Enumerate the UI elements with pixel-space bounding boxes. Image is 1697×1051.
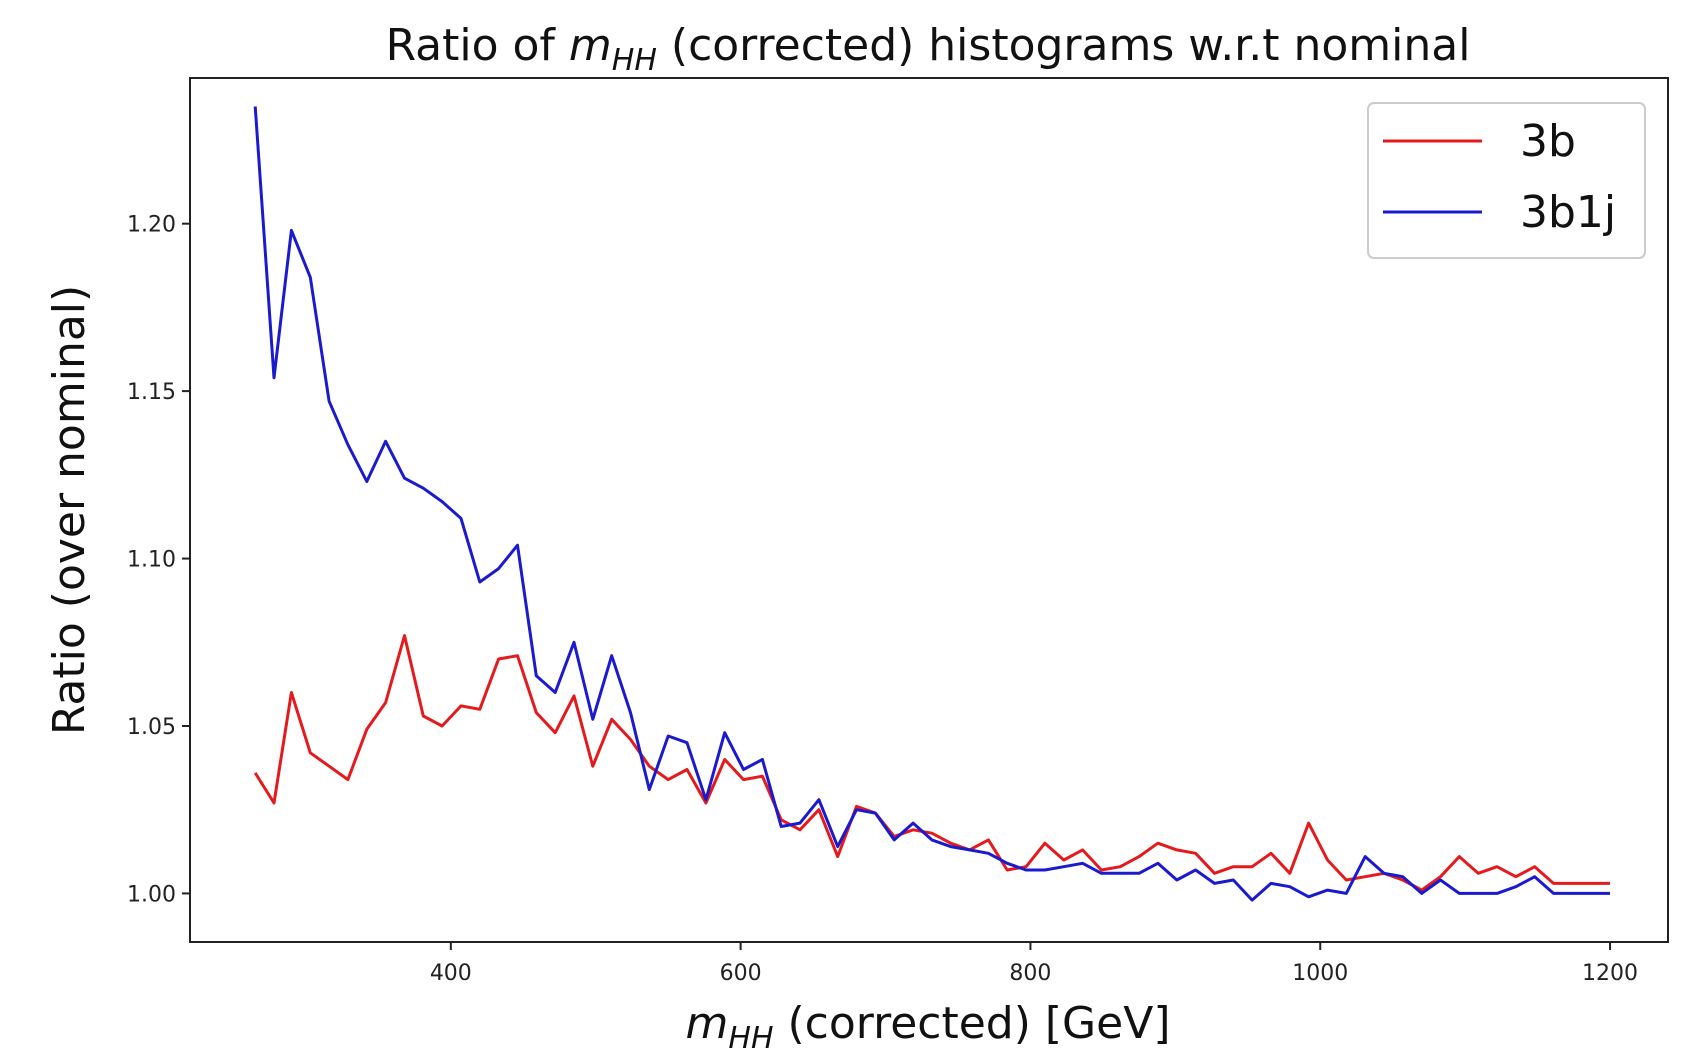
legend: 3b 3b1j (1367, 102, 1646, 259)
y-tick-label: 1.20 (127, 213, 176, 238)
y-tick-label: 1.15 (127, 380, 176, 405)
legend-label-3b1j: 3b1j (1520, 187, 1616, 238)
x-tick-label: 400 (430, 961, 472, 986)
x-tick-label: 600 (720, 961, 762, 986)
y-tick-label: 1.10 (127, 548, 176, 573)
x-tick-label: 1000 (1292, 961, 1348, 986)
x-tick-label: 1200 (1582, 961, 1638, 986)
plot-area (253, 106, 1610, 902)
legend-label-3b: 3b (1520, 116, 1576, 167)
x-tick-label: 800 (1009, 961, 1051, 986)
y-axis-ticks: 1.00 1.05 1.10 1.15 1.20 (127, 213, 190, 907)
y-tick-label: 1.00 (127, 882, 176, 907)
y-tick-label: 1.05 (127, 715, 176, 740)
x-axis-label: mHH (corrected) [GeV] (686, 998, 1171, 1051)
x-axis-ticks: 400 600 800 1000 1200 (430, 942, 1638, 986)
series-line-3b1j (253, 106, 1610, 902)
plot-frame (189, 77, 1669, 943)
chart-title: Ratio of mHH (corrected) histograms w.r.… (386, 20, 1471, 78)
y-axis-label: Ratio (over nominal) (44, 285, 95, 735)
